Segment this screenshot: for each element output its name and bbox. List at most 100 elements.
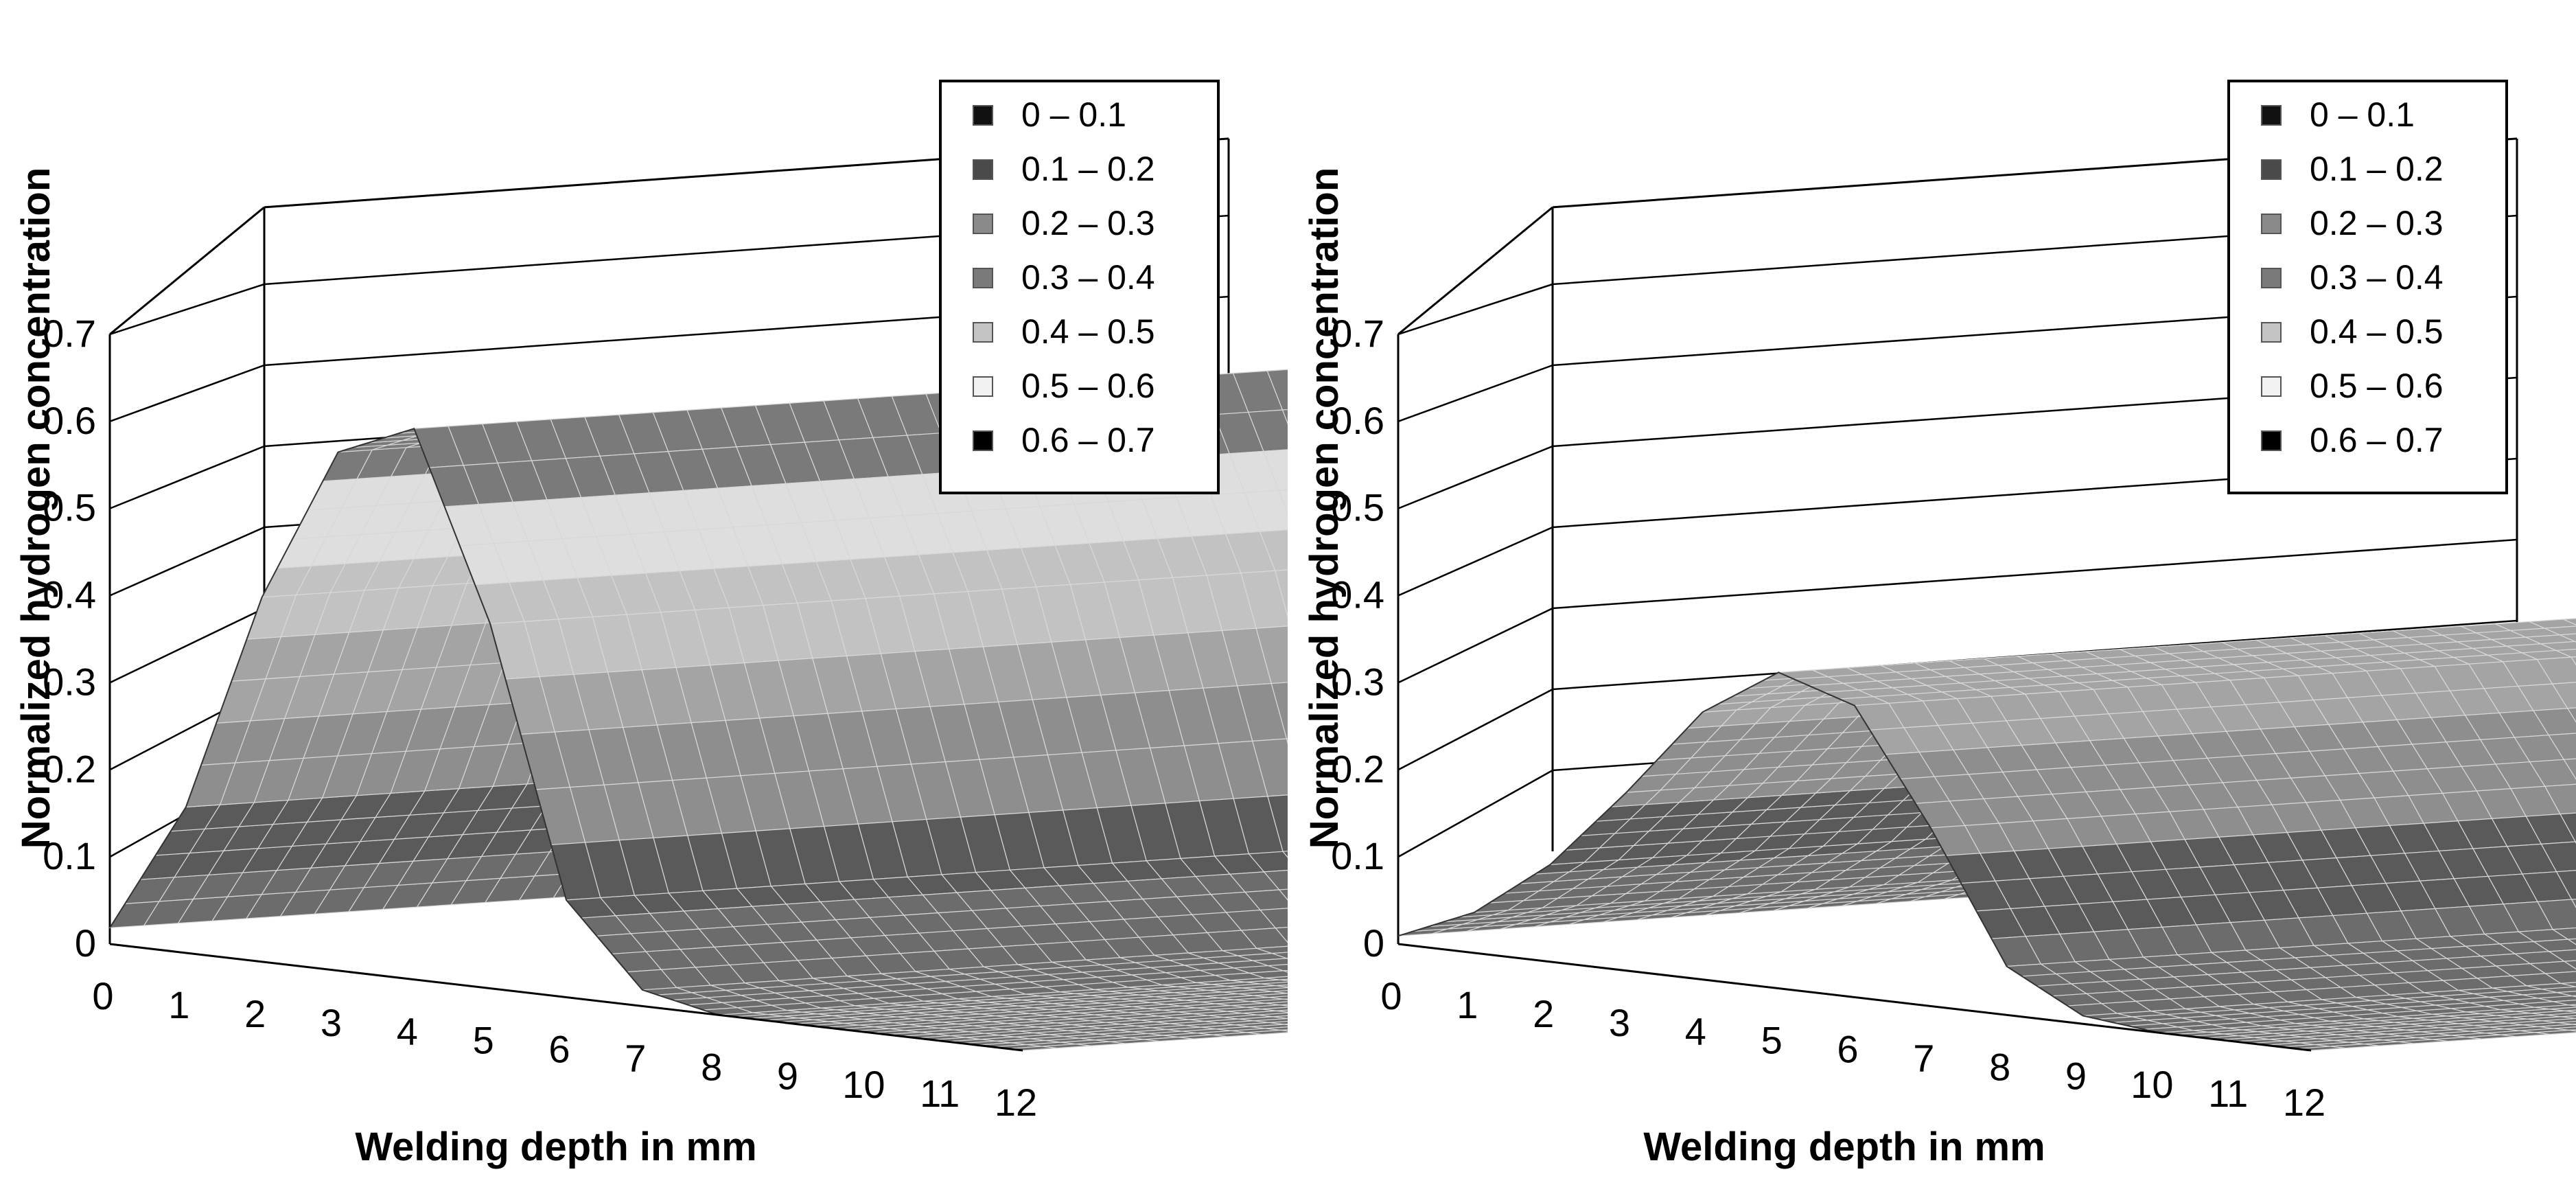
depth-tick-label: 5 [473, 1019, 494, 1062]
gridline-left-wall [1397, 526, 1553, 597]
legend-swatch [2261, 430, 2282, 451]
value-tick-labels: 0 0.1 0.2 0.3 0.4 0.5 0.6 0.7 [1331, 312, 1384, 965]
depth-tick-label: 9 [777, 1054, 798, 1097]
depth-tick-label: 2 [1533, 992, 1554, 1035]
depth-axis-line [1397, 943, 2312, 1052]
depth-tick-label: 12 [995, 1081, 1037, 1124]
value-tick-label: 0.2 [43, 747, 96, 790]
depth-tick-label: 7 [1913, 1036, 1934, 1079]
value-tick-label: 0.4 [43, 573, 96, 617]
legend-label: 0 – 0.1 [2310, 95, 2415, 134]
gridline-left-wall [1397, 283, 1553, 336]
legend: 0 – 0.1 0.1 – 0.2 0.2 – 0.3 0.3 – 0.4 0.4 – … [2227, 80, 2508, 494]
legend-label: 0.5 – 0.6 [2310, 367, 2444, 405]
depth-tick-label: 10 [842, 1063, 885, 1106]
depth-tick-labels: 0 1 2 3 4 5 6 7 8 9 10 11 12 [1380, 974, 2325, 1124]
legend: 0 – 0.1 0.1 – 0.2 0.2 – 0.3 0.3 – 0.4 0.4 – … [939, 80, 1220, 494]
value-tick-labels: 0 0.1 0.2 0.3 0.4 0.5 0.6 0.7 [43, 312, 96, 965]
depth-tick-label: 6 [1837, 1028, 1858, 1071]
depth-tick-label: 9 [2065, 1054, 2087, 1097]
gridline-left-wall [109, 445, 265, 509]
depth-tick-label: 0 [92, 974, 113, 1017]
chart-left-svg: 00.10.20.30.40.50.60.70 1 2 3 4 5 6 7 8 9 10 11 12We… [14, 80, 1288, 1169]
depth-tick-label: 11 [920, 1072, 960, 1115]
gridline-left-wall [1397, 769, 1553, 858]
value-tick-label: 0.1 [1331, 834, 1384, 877]
chart-right: 0 0.1 0.2 0.3 0.4 0.5 0.6 0.7 0 1 2 3 4 5 6 7 8 9 10 11 12 We… [1288, 0, 2576, 1196]
legend-swatch [973, 376, 993, 397]
value-tick-label: 0.3 [43, 660, 96, 703]
legend-label: 0.6 – 0.7 [2310, 421, 2444, 459]
depth-tick-label: 8 [1989, 1045, 2010, 1088]
depth-tick-label: 1 [1457, 983, 1478, 1026]
legend-swatch [973, 159, 993, 180]
legend-label: 0.3 – 0.4 [2310, 258, 2444, 297]
legend-label: 0.2 – 0.3 [1021, 204, 1155, 242]
gridline-left-wall [109, 526, 265, 597]
chart-left: 0 0.1 0.2 0.3 0.4 0.5 0.6 0.7 0 1 2 3 4 5 6 7 8 9 10 11 12 We… [14, 80, 1288, 1169]
legend-swatch [973, 214, 993, 234]
legend-label: 0.4 – 0.5 [1021, 312, 1155, 351]
gridline-left-wall [109, 364, 265, 422]
legend-label: 0.1 – 0.2 [2310, 150, 2444, 188]
depth-tick-label: 1 [168, 983, 189, 1026]
legend-label: 0.2 – 0.3 [2310, 204, 2444, 242]
value-tick-label: 0 [75, 921, 96, 965]
legend-swatch [973, 268, 993, 288]
value-tick-label: 0.4 [1331, 573, 1384, 617]
gridline-left-wall [1397, 364, 1553, 422]
legend-label: 0.1 – 0.2 [1021, 150, 1155, 188]
depth-tick-label: 11 [2208, 1072, 2248, 1115]
depth-tick-label: 3 [1609, 1001, 1630, 1044]
chart-right-svg: 00.10.20.30.40.50.60.70 1 2 3 4 5 6 7 8 9 10 11 12We… [1302, 80, 2576, 1169]
value-tick-label: 0.6 [43, 399, 96, 442]
value-tick-label: 0.6 [1331, 399, 1384, 442]
depth-axis-title: Welding depth in mm [355, 1125, 756, 1169]
gridline-left-wall [1397, 607, 1553, 684]
value-tick-label: 0.3 [1331, 660, 1384, 703]
depth-tick-label: 8 [701, 1045, 722, 1088]
gridline-left-wall [109, 607, 265, 684]
depth-tick-label: 0 [1380, 974, 1402, 1017]
left-wall-top-edge [109, 206, 265, 336]
surface [108, 369, 1288, 1051]
legend-swatch [2261, 322, 2282, 343]
legend-label: 0 – 0.1 [1021, 95, 1126, 134]
left-wall-top-edge [1397, 206, 1553, 336]
depth-tick-label: 3 [321, 1001, 342, 1044]
gridline-left-wall [109, 283, 265, 336]
value-axis-title: Normalized hydrogen concentration [14, 168, 58, 849]
legend-swatch [973, 322, 993, 343]
legend-swatch [2261, 105, 2282, 126]
depth-tick-label: 7 [625, 1036, 646, 1079]
depth-tick-label: 4 [397, 1010, 418, 1053]
surface [1397, 618, 2576, 1051]
value-tick-label: 0.2 [1331, 747, 1384, 790]
gridline-back-wall [1552, 538, 2518, 610]
legend-label: 0.6 – 0.7 [1021, 421, 1155, 459]
depth-tick-label: 6 [548, 1028, 570, 1071]
legend-swatch [973, 105, 993, 126]
depth-axis-line [109, 943, 1023, 1052]
depth-tick-label: 10 [2131, 1063, 2173, 1106]
legend-label: 0.5 – 0.6 [1021, 367, 1155, 405]
value-tick-label: 0.5 [1331, 486, 1384, 529]
legend-swatch [2261, 159, 2282, 180]
gridline-left-wall [1397, 688, 1553, 771]
legend-swatch [973, 430, 993, 451]
gridline-left-wall [1397, 445, 1553, 509]
legend-swatch [2261, 214, 2282, 234]
depth-tick-label: 12 [2283, 1081, 2325, 1124]
legend-label: 0.3 – 0.4 [1021, 258, 1155, 297]
value-tick-label: 0.7 [1331, 312, 1384, 355]
legend-swatch [2261, 268, 2282, 288]
value-tick-label: 0.5 [43, 486, 96, 529]
legend-label: 0.4 – 0.5 [2310, 312, 2444, 351]
legend-swatch [2261, 376, 2282, 397]
value-axis-title: Normalized hydrogen concentration [1302, 168, 1347, 849]
depth-axis-title: Welding depth in mm [1643, 1125, 2045, 1169]
value-tick-label: 0 [1363, 921, 1384, 965]
depth-tick-label: 2 [244, 992, 266, 1035]
depth-tick-label: 4 [1685, 1010, 1706, 1053]
depth-tick-label: 5 [1761, 1019, 1783, 1062]
